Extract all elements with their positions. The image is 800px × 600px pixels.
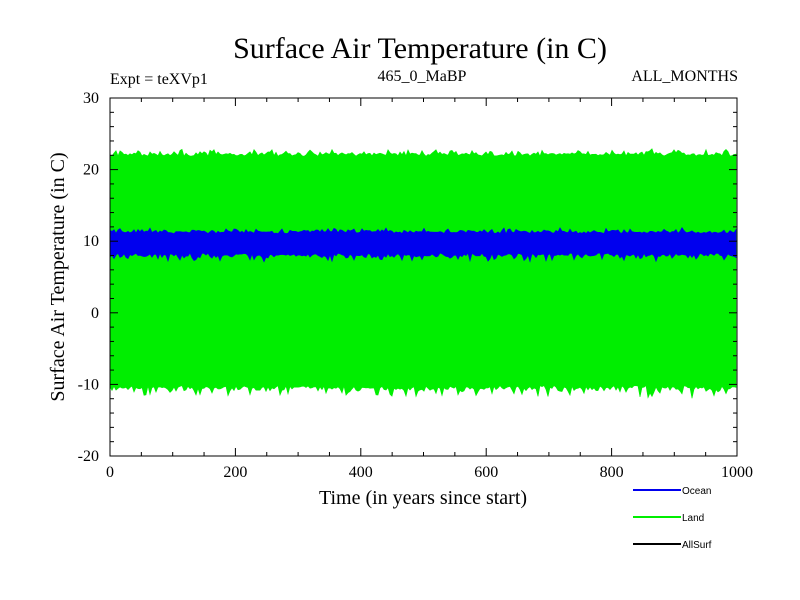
y-tick-label: 20 (83, 162, 99, 179)
y-axis-label: Surface Air Temperature (in C) (47, 152, 69, 401)
plot-frame (109, 97, 738, 457)
x-tick-label: 400 (349, 464, 373, 481)
legend-label-land: Land (682, 513, 704, 524)
subtitle-experiment: Expt = teXVp1 (110, 71, 208, 88)
x-axis-label: Time (in years since start) (319, 487, 527, 509)
subtitle-months: ALL_MONTHS (631, 68, 738, 85)
chart-title: Surface Air Temperature (in C) (233, 32, 607, 65)
x-tick-label: 200 (223, 464, 247, 481)
axes-layer: 0 200 400 600 800 1000 -20 -10 0 10 20 30 (78, 90, 753, 481)
series-ocean-band (109, 227, 737, 263)
y-tick-label: 10 (83, 233, 99, 250)
subtitle-period: 465_0_MaBP (378, 68, 467, 85)
legend-label-ocean: Ocean (682, 486, 711, 497)
y-tick-label: 30 (83, 90, 99, 107)
y-tick-label: -10 (78, 376, 99, 393)
legend-label-allsurf: AllSurf (682, 540, 712, 551)
y-tick-label: -20 (78, 448, 99, 465)
y-tick-label: 0 (91, 305, 99, 322)
x-tick-label: 1000 (721, 464, 753, 481)
x-tick-label: 800 (600, 464, 624, 481)
x-tick-label: 600 (474, 464, 498, 481)
x-tick-label: 0 (106, 464, 114, 481)
series-land-band (109, 148, 737, 399)
plot-data-layer (109, 148, 737, 399)
legend: Ocean Land AllSurf (633, 486, 712, 551)
